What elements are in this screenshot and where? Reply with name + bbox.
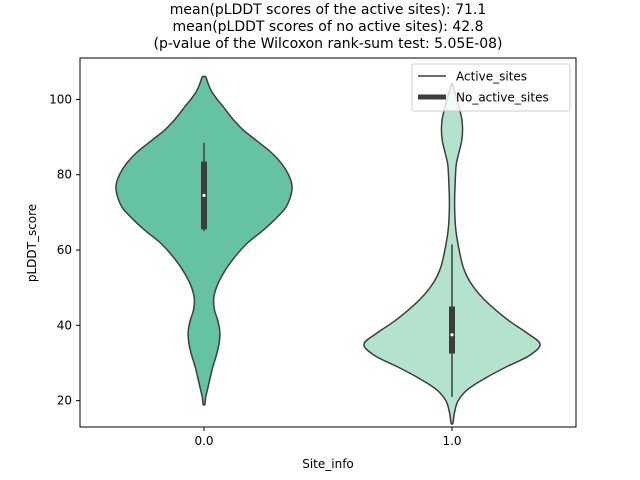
x-axis-ticks: 0.0 1.0 xyxy=(194,427,462,448)
median-dot-0.0 xyxy=(202,193,206,198)
legend-label-active-sites: Active_sites xyxy=(456,70,527,84)
chart-title-line-3: (p-value of the Wilcoxon rank-sum test: … xyxy=(154,36,503,52)
y-axis-label: pLDDT_score xyxy=(25,204,39,282)
y-tick-label-80: 80 xyxy=(57,168,72,182)
x-axis-label: Site_info xyxy=(302,457,354,471)
y-tick-label-60: 60 xyxy=(57,243,72,257)
y-tick-label-100: 100 xyxy=(49,92,72,106)
y-axis-ticks: 20 40 60 80 100 xyxy=(49,92,80,408)
y-tick-label-20: 20 xyxy=(57,394,72,408)
violin-layer xyxy=(115,75,541,425)
violin-0.0 xyxy=(115,75,293,406)
y-tick-label-40: 40 xyxy=(57,318,72,332)
iqr-box-1.0 xyxy=(449,306,455,354)
legend: Active_sites No_active_sites xyxy=(411,63,571,112)
chart-title-line-2: mean(pLDDT scores of no active sites): 4… xyxy=(173,19,484,35)
legend-frame xyxy=(411,63,571,112)
x-tick-label-1.0: 1.0 xyxy=(442,434,461,448)
plot-frame xyxy=(79,57,577,428)
legend-label-no-active-sites: No_active_sites xyxy=(456,91,549,105)
x-tick-label-0.0: 0.0 xyxy=(194,434,213,448)
median-dot-1.0 xyxy=(450,333,454,337)
chart-title-line-1: mean(pLDDT scores of the active sites): … xyxy=(170,2,487,18)
